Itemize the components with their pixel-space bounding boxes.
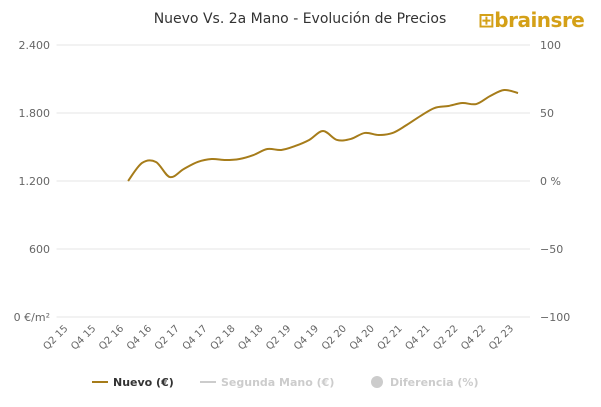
logo-icon: ⊞ — [478, 8, 495, 32]
x-tick-label: Q2 15 — [41, 323, 70, 352]
x-tick-label: Q4 19 — [292, 323, 321, 352]
x-tick-label: Q2 16 — [97, 323, 126, 352]
y-left-tick-label: 1.200 — [19, 175, 51, 188]
y-left-tick-label: 600 — [29, 243, 50, 256]
x-tick-label: Q2 22 — [431, 323, 460, 352]
x-tick-label: Q4 16 — [125, 323, 154, 352]
x-tick-label: Q4 20 — [348, 323, 377, 352]
y-right-tick-label: 50 — [540, 107, 554, 120]
legend-diferencia-circle-icon — [371, 376, 383, 388]
y-right-tick-label: 0 % — [540, 175, 561, 188]
y-left-tick-label: 2.400 — [19, 39, 51, 52]
x-tick-label: Q2 19 — [264, 323, 293, 352]
legend-item-diferencia[interactable]: Diferencia (%) — [390, 376, 478, 389]
x-tick-label: Q2 18 — [209, 323, 238, 352]
x-tick-label: Q2 17 — [153, 323, 182, 352]
x-tick-label: Q4 18 — [236, 323, 265, 352]
x-tick-label: Q2 21 — [376, 323, 405, 352]
x-tick-label: Q4 17 — [181, 323, 210, 352]
y-left-tick-label: 1.800 — [19, 107, 51, 120]
x-tick-label: Q4 15 — [69, 323, 98, 352]
y-right-tick-label: −100 — [540, 311, 570, 324]
x-tick-label: Q4 22 — [459, 323, 488, 352]
legend-item-segunda-mano[interactable]: Segunda Mano (€) — [221, 376, 334, 389]
x-tick-label: Q4 21 — [404, 323, 433, 352]
x-tick-label: Q2 20 — [320, 323, 349, 352]
chart-title: Nuevo Vs. 2a Mano - Evolución de Precios — [154, 11, 447, 27]
legend-item-nuevo[interactable]: Nuevo (€) — [113, 376, 174, 389]
y-left-tick-label: 0 €/m² — [14, 311, 50, 324]
brainsre-logo: ⊞brainsre — [478, 8, 585, 32]
series-line-nuevo — [127, 88, 519, 182]
y-right-tick-label: 100 — [540, 39, 561, 52]
y-right-tick-label: −50 — [540, 243, 563, 256]
x-tick-label: Q2 23 — [487, 323, 516, 352]
